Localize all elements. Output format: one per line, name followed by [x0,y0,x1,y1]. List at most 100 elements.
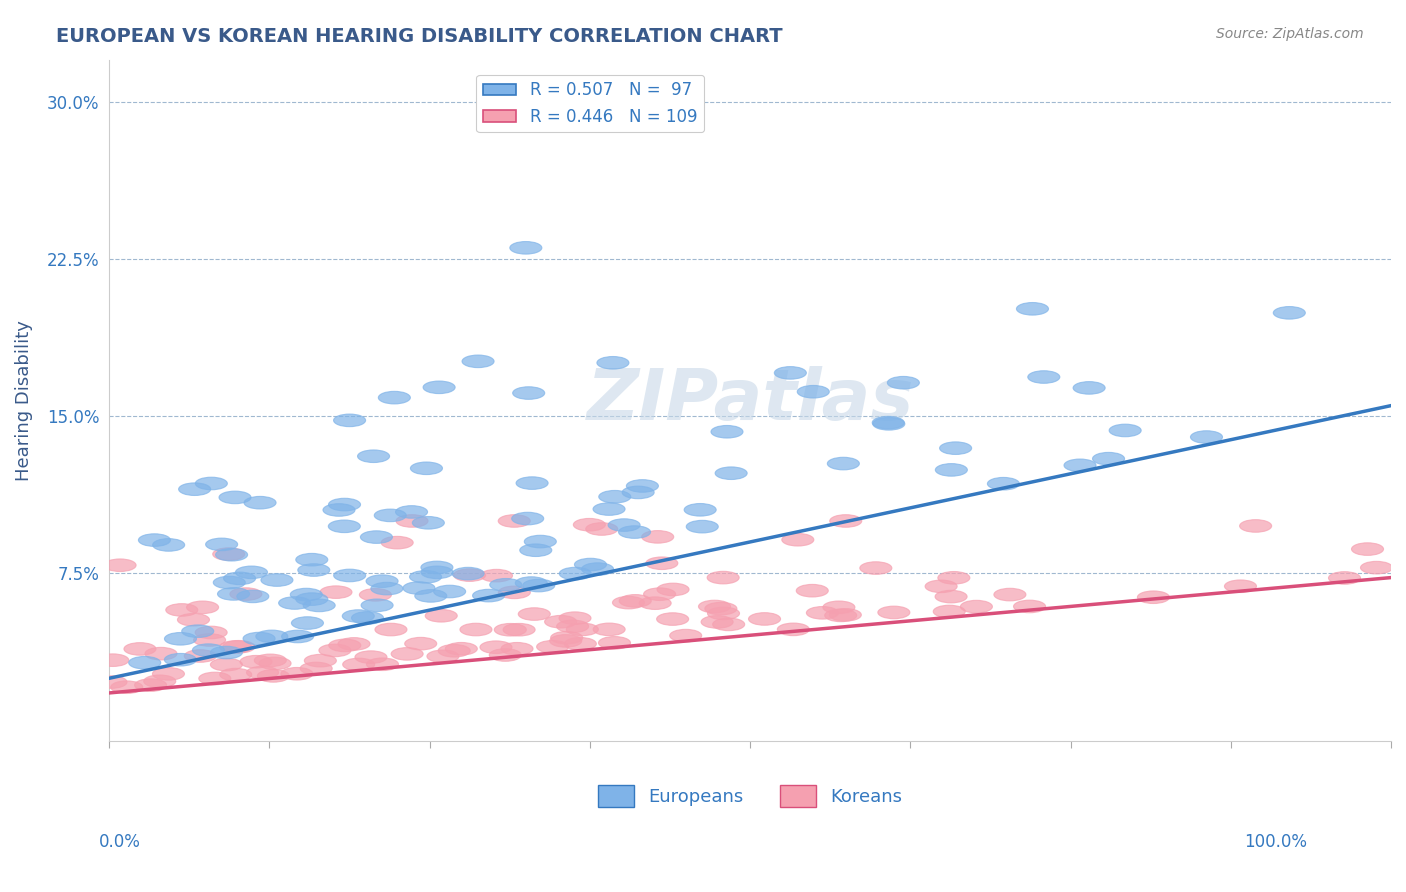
Text: ZIPatlas: ZIPatlas [586,366,914,435]
Ellipse shape [460,624,492,636]
Ellipse shape [1092,452,1125,465]
Ellipse shape [371,582,404,595]
Ellipse shape [235,566,267,579]
Ellipse shape [960,600,993,613]
Ellipse shape [877,607,910,619]
Ellipse shape [702,615,733,628]
Ellipse shape [1240,520,1271,533]
Ellipse shape [938,572,970,584]
Ellipse shape [138,533,170,547]
Ellipse shape [657,613,689,625]
Ellipse shape [1064,459,1097,472]
Ellipse shape [224,572,256,584]
Ellipse shape [446,642,477,655]
Ellipse shape [598,357,628,369]
Ellipse shape [797,385,830,398]
Ellipse shape [222,640,254,653]
Ellipse shape [567,624,599,636]
Ellipse shape [627,480,658,492]
Y-axis label: Hearing Disability: Hearing Disability [15,320,32,481]
Ellipse shape [425,609,457,622]
Ellipse shape [827,458,859,470]
Ellipse shape [198,673,231,685]
Ellipse shape [593,624,626,636]
Ellipse shape [333,569,366,582]
Ellipse shape [512,512,544,524]
Ellipse shape [366,574,398,588]
Ellipse shape [321,586,352,599]
Ellipse shape [423,381,456,393]
Ellipse shape [513,387,544,400]
Text: EUROPEAN VS KOREAN HEARING DISABILITY CORRELATION CHART: EUROPEAN VS KOREAN HEARING DISABILITY CO… [56,27,783,45]
Ellipse shape [544,615,576,628]
Ellipse shape [621,486,654,499]
Ellipse shape [375,624,406,636]
Ellipse shape [433,585,465,598]
Ellipse shape [641,531,673,543]
Ellipse shape [135,679,167,691]
Ellipse shape [420,566,453,579]
Ellipse shape [645,557,678,569]
Ellipse shape [599,637,630,649]
Ellipse shape [564,638,596,650]
Ellipse shape [257,670,290,682]
Ellipse shape [537,640,568,653]
Ellipse shape [657,583,689,596]
Ellipse shape [323,504,354,516]
Ellipse shape [415,590,447,602]
Ellipse shape [716,467,747,480]
Ellipse shape [454,569,485,582]
Ellipse shape [935,591,967,603]
Ellipse shape [295,553,328,566]
Ellipse shape [501,642,533,655]
Ellipse shape [97,654,129,666]
Ellipse shape [524,535,557,548]
Ellipse shape [342,610,374,623]
Ellipse shape [619,525,651,539]
Ellipse shape [104,559,136,572]
Ellipse shape [516,477,548,490]
Ellipse shape [619,595,651,607]
Ellipse shape [560,567,592,580]
Ellipse shape [354,651,387,664]
Ellipse shape [195,477,228,490]
Ellipse shape [153,539,184,551]
Ellipse shape [304,599,335,612]
Ellipse shape [214,576,245,589]
Ellipse shape [1351,543,1384,556]
Ellipse shape [439,645,470,657]
Ellipse shape [934,605,966,618]
Ellipse shape [165,654,197,666]
Ellipse shape [129,657,160,669]
Ellipse shape [775,367,807,379]
Ellipse shape [925,580,957,592]
Ellipse shape [195,626,228,639]
Legend: Europeans, Koreans: Europeans, Koreans [591,778,910,814]
Ellipse shape [860,562,891,574]
Ellipse shape [179,483,211,495]
Ellipse shape [245,497,276,509]
Ellipse shape [704,602,737,615]
Ellipse shape [607,519,640,532]
Ellipse shape [329,499,360,511]
Ellipse shape [374,509,406,522]
Ellipse shape [782,533,814,546]
Ellipse shape [796,584,828,597]
Ellipse shape [152,667,184,681]
Ellipse shape [328,520,360,533]
Ellipse shape [519,607,550,620]
Text: 0.0%: 0.0% [98,833,141,851]
Ellipse shape [515,577,547,590]
Ellipse shape [463,355,494,368]
Ellipse shape [686,520,718,533]
Ellipse shape [498,586,530,599]
Ellipse shape [582,563,613,575]
Ellipse shape [246,666,278,679]
Ellipse shape [593,503,626,516]
Ellipse shape [1109,425,1142,437]
Ellipse shape [778,623,810,636]
Ellipse shape [181,625,214,638]
Ellipse shape [409,571,441,583]
Ellipse shape [669,630,702,642]
Ellipse shape [599,491,631,503]
